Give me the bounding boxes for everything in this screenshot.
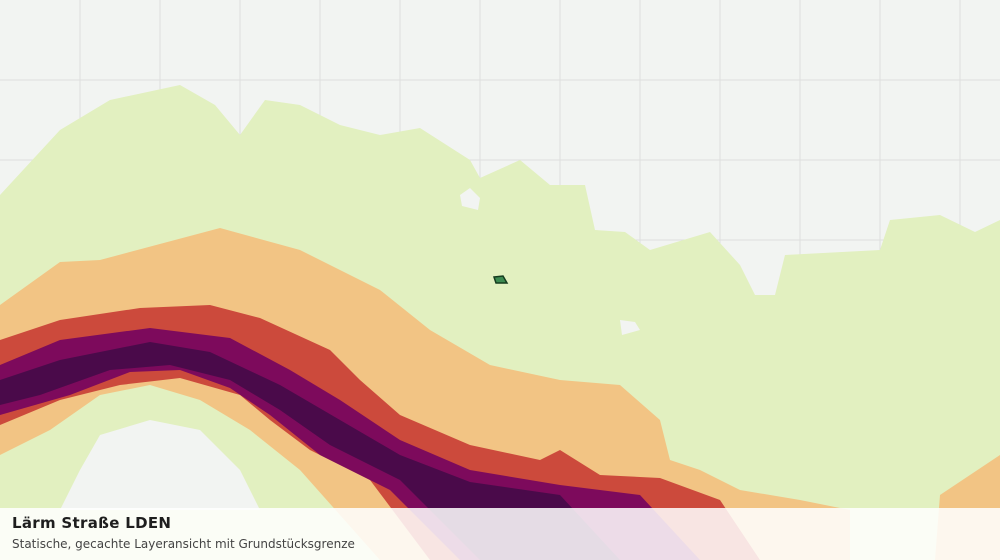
layer-title: Lärm Straße LDEN <box>12 514 172 532</box>
map-gap <box>60 420 260 510</box>
layer-subtitle: Statische, gecachte Layeransicht mit Gru… <box>12 537 355 551</box>
noise-zone-low <box>0 85 1000 560</box>
caption-panel: Lärm Straße LDEN Statische, gecachte Lay… <box>0 508 1000 560</box>
map-gap <box>620 320 640 335</box>
noise-zone-extreme <box>0 342 620 560</box>
parcel-boundary <box>492 275 509 284</box>
map-gap <box>460 188 480 210</box>
